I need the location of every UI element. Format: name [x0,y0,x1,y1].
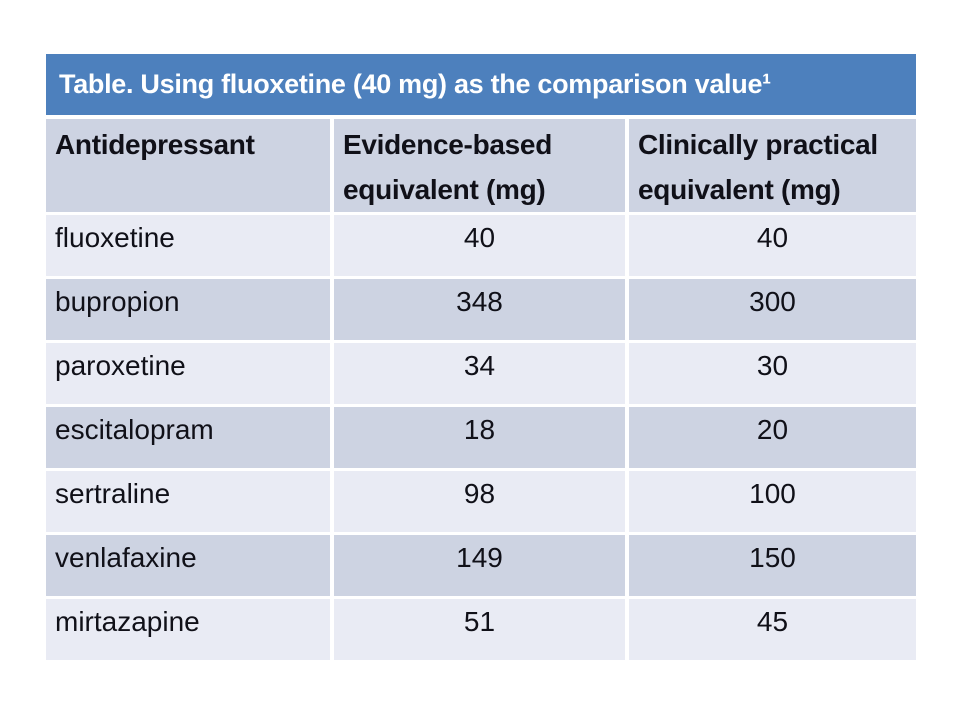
drug-name-cell: escitalopram [46,407,330,468]
column-header-clinically-practical-equivalent: Clinically practical equivalent (mg) [629,119,916,212]
drug-name-cell: venlafaxine [46,535,330,596]
drug-name-cell: paroxetine [46,343,330,404]
practical-equivalent-cell: 100 [629,471,916,532]
column-header-antidepressant: Antidepressant [46,119,330,212]
table-grid: Antidepressant Evidence-based equivalent… [46,119,916,660]
evidence-equivalent-cell: 34 [334,343,625,404]
column-header-evidence-based-equivalent: Evidence-based equivalent (mg) [334,119,625,212]
practical-equivalent-cell: 45 [629,599,916,660]
practical-equivalent-cell: 150 [629,535,916,596]
drug-name-cell: bupropion [46,279,330,340]
evidence-equivalent-cell: 149 [334,535,625,596]
practical-equivalent-cell: 30 [629,343,916,404]
practical-equivalent-cell: 20 [629,407,916,468]
drug-name-cell: sertraline [46,471,330,532]
drug-name-cell: fluoxetine [46,215,330,276]
table-title-bar: Table. Using fluoxetine (40 mg) as the c… [46,54,916,115]
drug-name-cell: mirtazapine [46,599,330,660]
evidence-equivalent-cell: 51 [334,599,625,660]
evidence-equivalent-cell: 348 [334,279,625,340]
practical-equivalent-cell: 40 [629,215,916,276]
practical-equivalent-cell: 300 [629,279,916,340]
evidence-equivalent-cell: 18 [334,407,625,468]
table-title: Table. Using fluoxetine (40 mg) as the c… [59,69,771,99]
evidence-equivalent-cell: 98 [334,471,625,532]
evidence-equivalent-cell: 40 [334,215,625,276]
dose-equivalence-table: Table. Using fluoxetine (40 mg) as the c… [46,54,916,660]
